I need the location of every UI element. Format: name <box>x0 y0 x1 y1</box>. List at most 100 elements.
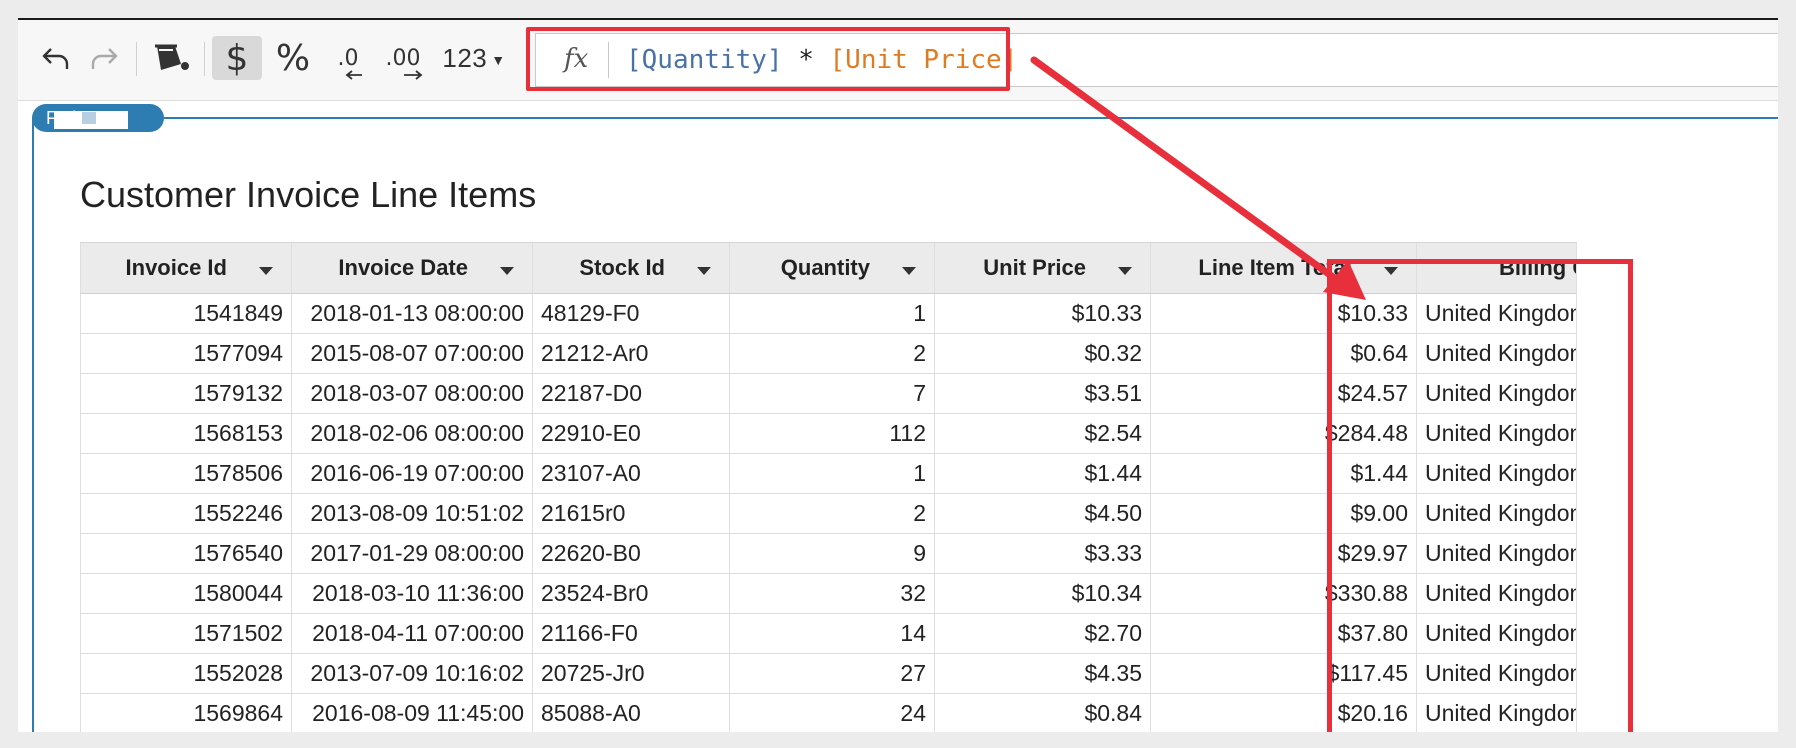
table-cell[interactable]: $37.80 <box>1151 614 1417 654</box>
table-cell[interactable]: 1568153 <box>80 414 292 454</box>
column-header[interactable]: Unit Price <box>935 242 1151 294</box>
table-cell[interactable]: 2017-01-29 08:00:00 <box>292 534 533 574</box>
table-cell[interactable]: $0.64 <box>1151 334 1417 374</box>
table-cell[interactable]: United Kingdom <box>1417 534 1577 574</box>
table-cell[interactable]: United Kingdom <box>1417 694 1577 732</box>
table-cell[interactable]: 2015-08-07 07:00:00 <box>292 334 533 374</box>
table-cell[interactable]: 1578506 <box>80 454 292 494</box>
increase-decimals-button[interactable]: .00 <box>378 36 428 80</box>
table-cell[interactable]: $10.33 <box>1151 294 1417 334</box>
table-cell[interactable]: 2 <box>730 334 935 374</box>
redo-icon[interactable] <box>84 36 124 80</box>
table-cell[interactable]: 2018-01-13 08:00:00 <box>292 294 533 334</box>
table-cell[interactable]: $1.44 <box>1151 454 1417 494</box>
column-header[interactable]: Quantity <box>730 242 935 294</box>
table-cell[interactable]: 23524-Br0 <box>533 574 730 614</box>
number-format-dropdown[interactable]: 123 ▼ <box>438 36 510 80</box>
table-cell[interactable]: $330.88 <box>1151 574 1417 614</box>
table-cell[interactable]: 1576540 <box>80 534 292 574</box>
table-cell[interactable]: United Kingdom <box>1417 334 1577 374</box>
table-cell[interactable]: United Kingdom <box>1417 614 1577 654</box>
table-cell[interactable]: 2016-08-09 11:45:00 <box>292 694 533 732</box>
table-cell[interactable]: $117.45 <box>1151 654 1417 694</box>
table-cell[interactable]: United Kingdom <box>1417 654 1577 694</box>
table-cell[interactable]: $10.34 <box>935 574 1151 614</box>
table-cell[interactable]: $29.97 <box>1151 534 1417 574</box>
table-cell[interactable]: 7 <box>730 374 935 414</box>
table-cell[interactable]: 1569864 <box>80 694 292 732</box>
table-cell[interactable]: $0.84 <box>935 694 1151 732</box>
table-cell[interactable]: 1579132 <box>80 374 292 414</box>
table-cell[interactable]: 27 <box>730 654 935 694</box>
table-cell[interactable]: $2.54 <box>935 414 1151 454</box>
table-cell[interactable]: 1 <box>730 294 935 334</box>
caret-down-icon[interactable] <box>500 267 514 275</box>
caret-down-icon[interactable] <box>259 267 273 275</box>
table-cell[interactable]: United Kingdom <box>1417 414 1577 454</box>
table-cell[interactable]: $3.51 <box>935 374 1151 414</box>
table-cell[interactable]: 1577094 <box>80 334 292 374</box>
caret-down-icon[interactable] <box>1118 267 1132 275</box>
table-cell[interactable]: 21615r0 <box>533 494 730 534</box>
table-cell[interactable]: 32 <box>730 574 935 614</box>
column-header[interactable]: Invoice Id <box>80 242 292 294</box>
column-header[interactable]: Invoice Date <box>292 242 533 294</box>
column-header[interactable]: Stock Id <box>533 242 730 294</box>
table-cell[interactable]: $2.70 <box>935 614 1151 654</box>
table-cell[interactable]: 1580044 <box>80 574 292 614</box>
table-cell[interactable]: 20725-Jr0 <box>533 654 730 694</box>
table-cell[interactable]: 2018-03-10 11:36:00 <box>292 574 533 614</box>
table-cell[interactable]: $0.32 <box>935 334 1151 374</box>
table-cell[interactable]: $1.44 <box>935 454 1151 494</box>
column-header[interactable]: Line Item Total <box>1151 242 1417 294</box>
table-cell[interactable]: 23107-A0 <box>533 454 730 494</box>
table-cell[interactable]: 2013-08-09 10:51:02 <box>292 494 533 534</box>
table-cell[interactable]: 22187-D0 <box>533 374 730 414</box>
table-cell[interactable]: 22910-E0 <box>533 414 730 454</box>
percent-format-button[interactable]: % <box>270 36 316 80</box>
element-name-tag[interactable]: F ai <box>32 104 164 132</box>
table-cell[interactable]: $4.35 <box>935 654 1151 694</box>
table-cell[interactable]: $20.16 <box>1151 694 1417 732</box>
table-cell[interactable]: 21166-F0 <box>533 614 730 654</box>
table-cell[interactable]: 85088-A0 <box>533 694 730 732</box>
caret-down-icon[interactable] <box>1384 267 1398 275</box>
undo-icon[interactable] <box>36 36 76 80</box>
table-cell[interactable]: 1552028 <box>80 654 292 694</box>
table-cell[interactable]: 1552246 <box>80 494 292 534</box>
table-cell[interactable]: $24.57 <box>1151 374 1417 414</box>
table-cell[interactable]: 22620-B0 <box>533 534 730 574</box>
table-cell[interactable]: United Kingdom <box>1417 374 1577 414</box>
table-cell[interactable]: 2 <box>730 494 935 534</box>
table-cell[interactable]: 1571502 <box>80 614 292 654</box>
table-cell[interactable]: United Kingdom <box>1417 494 1577 534</box>
table-cell[interactable]: United Kingdom <box>1417 454 1577 494</box>
table-cell[interactable]: 2018-04-11 07:00:00 <box>292 614 533 654</box>
table-cell[interactable]: 2018-03-07 08:00:00 <box>292 374 533 414</box>
table-cell[interactable]: $9.00 <box>1151 494 1417 534</box>
caret-down-icon[interactable] <box>697 267 711 275</box>
table-cell[interactable]: 112 <box>730 414 935 454</box>
paint-bucket-icon[interactable] <box>146 36 196 80</box>
formula-input[interactable]: [Quantity] * [Unit Price] <box>626 45 1017 75</box>
table-cell[interactable]: 9 <box>730 534 935 574</box>
table-cell[interactable]: 21212-Ar0 <box>533 334 730 374</box>
table-cell[interactable]: 1541849 <box>80 294 292 334</box>
table-cell[interactable]: $4.50 <box>935 494 1151 534</box>
table-cell[interactable]: 2013-07-09 10:16:02 <box>292 654 533 694</box>
table-cell[interactable]: 24 <box>730 694 935 732</box>
table-cell[interactable]: 2016-06-19 07:00:00 <box>292 454 533 494</box>
caret-down-icon[interactable] <box>902 267 916 275</box>
table-cell[interactable]: 48129-F0 <box>533 294 730 334</box>
table-cell[interactable]: 14 <box>730 614 935 654</box>
table-cell[interactable]: $3.33 <box>935 534 1151 574</box>
table-cell[interactable]: $10.33 <box>935 294 1151 334</box>
column-header[interactable]: Billing Co <box>1417 242 1577 294</box>
table-cell[interactable]: 1 <box>730 454 935 494</box>
table-cell[interactable]: $284.48 <box>1151 414 1417 454</box>
table-cell[interactable]: 2018-02-06 08:00:00 <box>292 414 533 454</box>
table-cell[interactable]: United Kingdom <box>1417 574 1577 614</box>
decrease-decimals-button[interactable]: .0 <box>326 36 370 80</box>
table-cell[interactable]: United Kingdom <box>1417 294 1577 334</box>
currency-format-button[interactable]: $ <box>212 36 262 80</box>
